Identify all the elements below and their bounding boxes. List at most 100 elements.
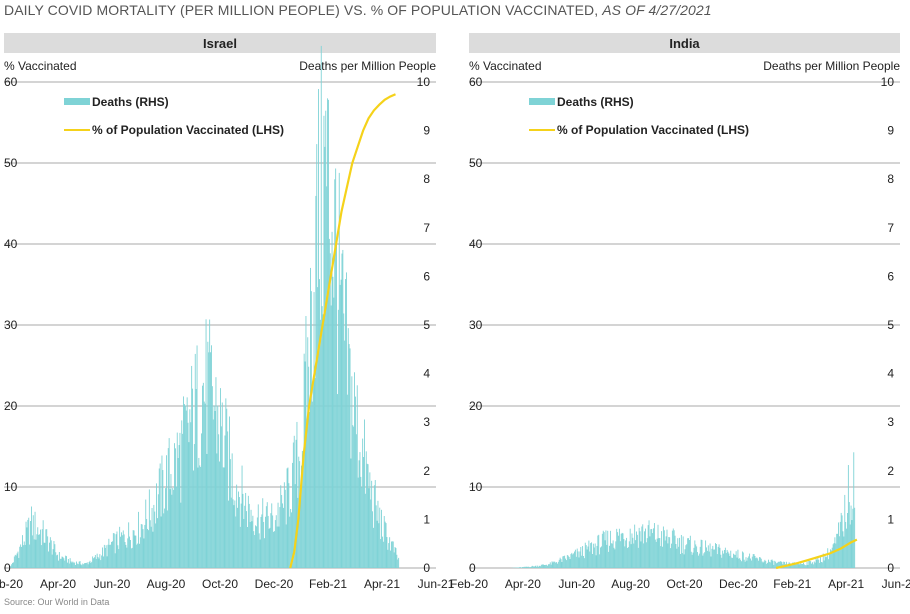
israel-death-bar (230, 497, 232, 568)
india-death-bar (585, 545, 587, 568)
israel-death-bar (308, 366, 310, 568)
india-death-bar (539, 566, 541, 568)
israel-death-bar (389, 537, 391, 568)
india-death-bar (653, 528, 654, 568)
india-death-bar (662, 526, 664, 568)
india-death-bar (556, 562, 557, 568)
india-death-bar (677, 538, 679, 568)
india-death-bar (849, 524, 851, 568)
israel-death-bar (273, 531, 274, 568)
israel-death-bar (249, 521, 251, 568)
india-death-bar (723, 553, 725, 568)
israel-death-bar (264, 538, 265, 568)
india-death-bar (657, 524, 659, 568)
israel-death-bar (252, 515, 254, 568)
india-death-bar (559, 557, 561, 568)
india-death-bar (791, 564, 793, 568)
india-death-bar (647, 525, 649, 568)
israel-death-bar (129, 536, 130, 568)
israel-death-bar (251, 521, 253, 568)
india-death-bar (588, 540, 590, 568)
israel-x-tick-label: Oct-20 (202, 577, 238, 591)
page-title: DAILY COVID MORTALITY (PER MILLION PEOPL… (4, 2, 712, 18)
israel-death-bar (204, 403, 206, 568)
israel-death-bar (281, 495, 283, 568)
israel-death-bar (65, 555, 67, 568)
israel-death-bar (121, 532, 122, 568)
israel-death-bar (169, 489, 171, 568)
israel-death-bar (157, 518, 158, 568)
india-x-tick-label: Feb-20 (450, 577, 488, 591)
israel-death-bar (69, 558, 71, 568)
israel-death-bar (104, 547, 106, 568)
india-death-bar (638, 527, 640, 568)
india-death-bar (583, 556, 584, 568)
israel-death-bar (131, 547, 133, 568)
israel-death-bar (113, 533, 115, 568)
india-death-bar (840, 512, 842, 568)
india-death-bar (713, 549, 715, 568)
israel-death-bar (192, 388, 193, 568)
israel-death-bar (15, 555, 17, 568)
india-left-tick-label: 0 (469, 561, 476, 575)
israel-death-bar (100, 560, 102, 568)
india-death-bar (570, 554, 572, 568)
india-death-bar (592, 553, 593, 568)
india-death-bar (740, 559, 742, 568)
israel-left-tick-label: 20 (4, 399, 18, 413)
india-death-bar (633, 543, 635, 568)
israel-left-tick-label: 0 (4, 561, 11, 575)
india-death-bar (810, 561, 812, 568)
india-death-bar (600, 546, 602, 568)
india-death-bar (531, 565, 533, 568)
india-death-bar (584, 542, 586, 568)
israel-right-axis-label: Deaths per Million People (299, 59, 436, 73)
india-death-bar (561, 561, 563, 568)
israel-right-tick-label: 9 (423, 124, 430, 138)
india-death-bar (614, 549, 616, 568)
india-death-bar (613, 547, 615, 568)
israel-x-tick-label: Dec-20 (255, 577, 294, 591)
israel-death-bar (205, 319, 207, 568)
israel-death-bar (123, 534, 125, 568)
india-death-bar (635, 540, 637, 568)
india-death-bar (747, 557, 749, 568)
israel-death-bar (161, 455, 163, 568)
india-death-bar (725, 553, 727, 568)
israel-right-tick-label: 8 (423, 172, 430, 186)
india-death-bar (722, 550, 724, 568)
israel-death-bar (229, 416, 230, 568)
israel-death-bar (183, 396, 184, 568)
israel-death-bar (334, 179, 336, 569)
israel-death-bar (18, 557, 20, 568)
india-death-bar (760, 558, 762, 568)
india-death-bar (734, 554, 736, 568)
india-death-bar (537, 565, 539, 568)
india-death-bar (769, 562, 771, 568)
india-death-bar (820, 557, 821, 568)
india-death-bar (591, 542, 593, 568)
india-header-band (469, 33, 900, 53)
israel-death-bar (40, 529, 41, 568)
india-death-bar (580, 546, 582, 568)
india-death-bar (812, 564, 814, 568)
israel-death-bar (64, 560, 66, 568)
india-death-bar (691, 554, 693, 568)
india-death-bar (776, 563, 777, 568)
india-death-bar (827, 548, 829, 568)
israel-death-bar (379, 507, 381, 568)
india-death-bar (831, 547, 833, 568)
israel-death-bar (103, 544, 105, 568)
israel-death-bar (336, 245, 337, 568)
india-death-bar (763, 561, 765, 568)
india-death-bar (800, 562, 802, 568)
israel-death-bar (133, 530, 135, 568)
india-death-bar (772, 560, 774, 568)
india-death-bar (737, 549, 739, 568)
india-death-bar (532, 566, 534, 568)
india-death-bar (776, 562, 778, 568)
israel-death-bar (44, 542, 46, 568)
india-death-bar (618, 528, 620, 568)
israel-death-bar (320, 45, 322, 568)
india-death-bar (813, 561, 815, 568)
